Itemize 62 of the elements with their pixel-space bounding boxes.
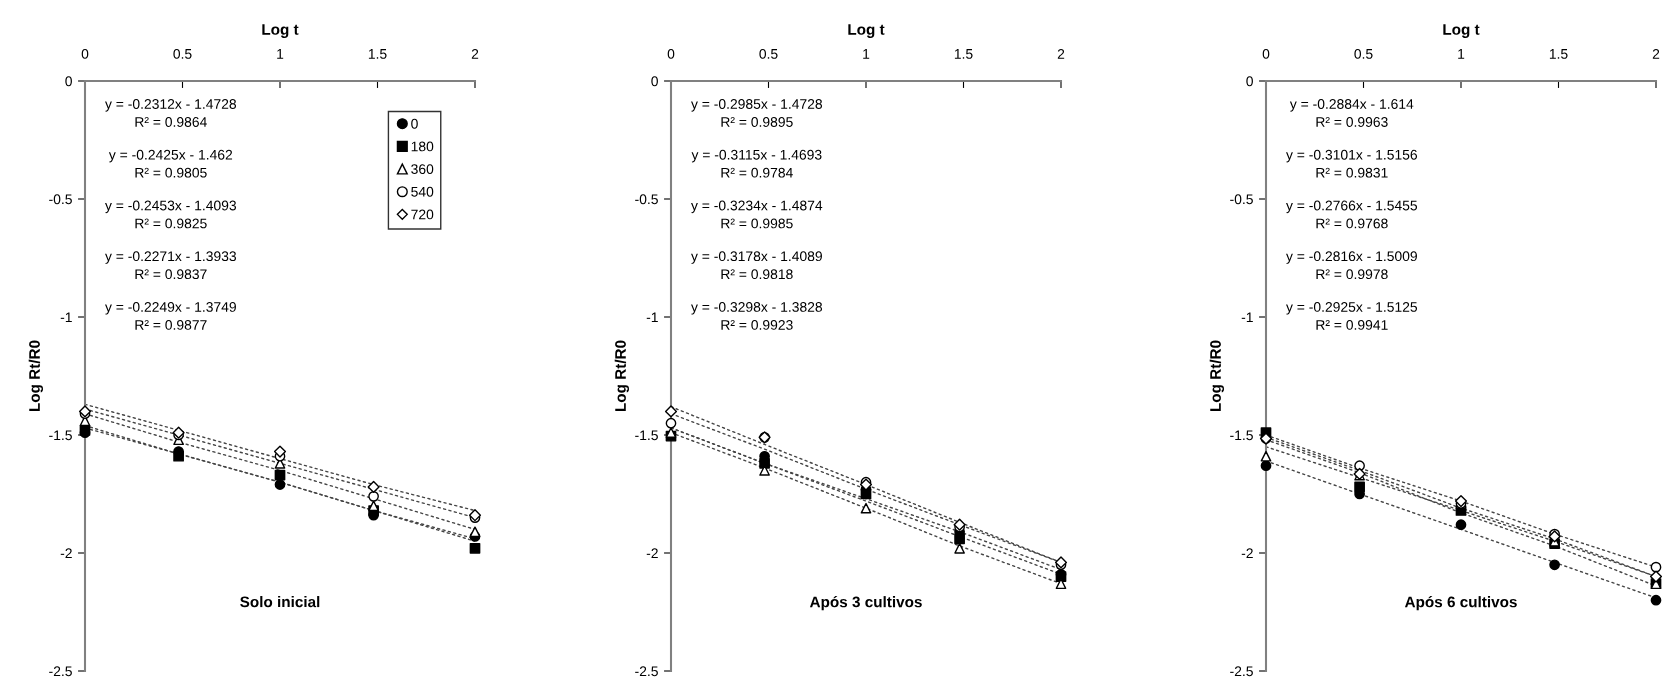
annotation: y = -0.2312x - 1.4728 R² = 0.9864: [105, 99, 237, 127]
legend-label: 540: [411, 186, 434, 197]
x-tick-label: 1.5: [1549, 49, 1568, 59]
annotation: y = -0.2249x - 1.3749 R² = 0.9877: [105, 302, 236, 330]
legend-label: 180: [411, 141, 434, 152]
x-axis-title: Log t: [848, 24, 885, 38]
y-tick-label: 0: [1246, 76, 1253, 87]
y-axis-title: Log Rt/R0: [1209, 340, 1225, 412]
annotation: y = -0.2816x - 1.5009 R² = 0.9978: [1286, 251, 1417, 280]
annotation: y = -0.2925x - 1.5125 R² = 0.9941: [1286, 302, 1418, 330]
y-tick-label: -2: [646, 548, 658, 559]
y-tick-label: -2: [1241, 548, 1253, 559]
x-tick-label: 2: [1652, 48, 1660, 59]
y-tick-label: -1.5: [1230, 430, 1253, 441]
legend-label: 360: [411, 164, 434, 175]
y-tick-label: -1: [60, 312, 72, 323]
legend-label: 720: [411, 209, 434, 220]
x-tick-label: 1: [863, 49, 870, 59]
y-tick-label: -1.5: [635, 430, 658, 441]
y-tick-label: -0.5: [49, 194, 72, 205]
annotation: y = -0.2453x - 1.4093 R² = 0.9825: [105, 200, 237, 229]
y-tick-label: -0.5: [1230, 194, 1253, 205]
x-tick-label: 0.5: [759, 48, 778, 59]
y-axis-title: Log Rt/R0: [614, 340, 630, 412]
y-tick-label: -0.5: [635, 194, 658, 205]
annotation: y = -0.3298x - 1.3828 R² = 0.9923: [691, 302, 823, 330]
annotation: y = -0.2271x - 1.3933 R² = 0.9837: [105, 251, 237, 280]
y-tick-label: -2.5: [1230, 666, 1253, 677]
x-tick-label: 1.5: [954, 49, 973, 59]
annotation: y = -0.2985x - 1.4728 R² = 0.9895: [691, 99, 823, 127]
x-tick-label: 1: [277, 49, 284, 59]
text: Após 3 cultivos: [809, 595, 922, 611]
y-tick-label: -2: [60, 548, 72, 559]
text: Após 6 cultivos: [1404, 595, 1517, 611]
x-tick-label: 2: [1057, 48, 1065, 59]
x-tick-label: 0: [667, 48, 675, 59]
annotation: y = -0.2425x - 1.462 R² = 0.9805: [108, 149, 233, 178]
x-tick-label: 1: [1458, 49, 1465, 59]
y-axis-title: Log Rt/R0: [28, 340, 44, 412]
y-tick-label: 0: [65, 76, 72, 87]
y-tick-label: -2.5: [635, 666, 658, 677]
annotation: y = -0.3178x - 1.4089 R² = 0.9818: [691, 251, 822, 280]
x-tick-label: 2: [471, 48, 479, 59]
x-axis-title: Log t: [262, 24, 299, 38]
legend-label: 0: [411, 118, 418, 129]
x-axis-title: Log t: [1443, 24, 1480, 38]
annotation: y = -0.2884x - 1.614 R² = 0.9963: [1289, 99, 1414, 127]
annotation: y = -0.3115x - 1.4693 R² = 0.9784: [691, 149, 822, 178]
y-tick-label: -1: [646, 312, 658, 323]
y-tick-label: -1.5: [49, 430, 72, 441]
annotation: y = -0.2766x - 1.5455 R² = 0.9768: [1286, 200, 1418, 229]
x-tick-label: 0: [81, 48, 89, 59]
x-tick-label: 0.5: [173, 48, 192, 59]
annotation: y = -0.3234x - 1.4874 R² = 0.9985: [691, 200, 823, 229]
y-tick-label: 0: [651, 76, 658, 87]
y-tick-label: -1: [1241, 312, 1253, 323]
x-tick-label: 0.5: [1354, 48, 1373, 59]
annotation: y = -0.3101x - 1.5156 R² = 0.9831: [1286, 149, 1418, 178]
x-tick-label: 0: [1262, 48, 1270, 59]
text: Solo inicial: [240, 596, 320, 608]
y-tick-label: -2.5: [49, 666, 72, 677]
x-tick-label: 1.5: [368, 49, 387, 59]
